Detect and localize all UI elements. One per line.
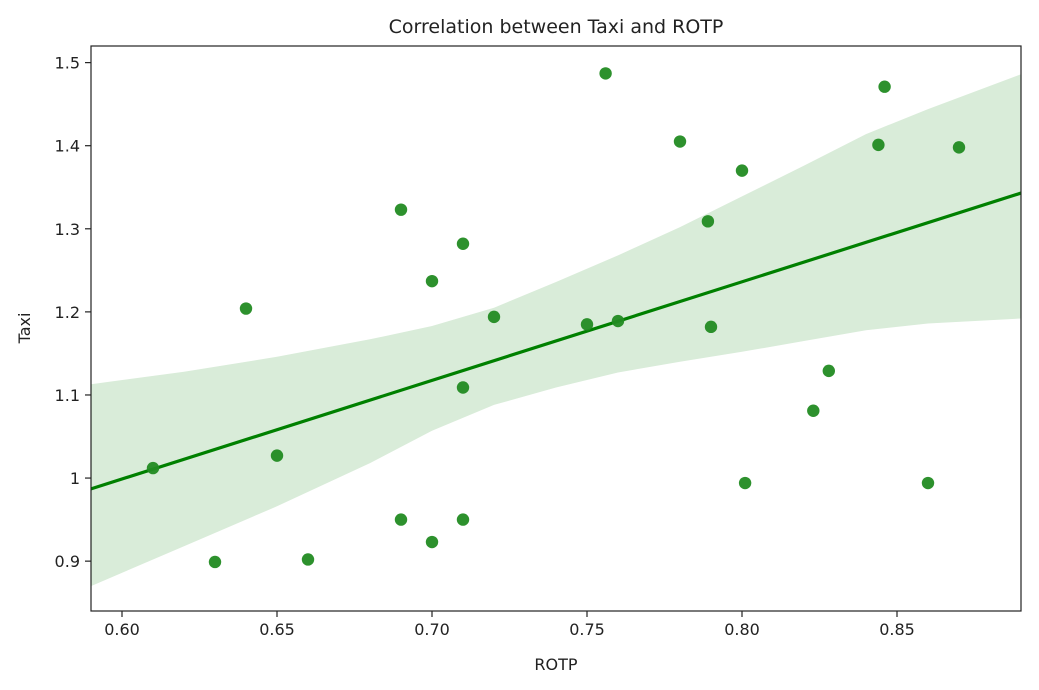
data-point-14 xyxy=(599,67,612,80)
data-point-19 xyxy=(735,164,749,177)
data-point-15 xyxy=(611,314,625,328)
x-axis-label: ROTP xyxy=(534,655,577,674)
data-point-18 xyxy=(704,320,718,334)
x-axis-ticks: 0.60 0.65 0.70 0.75 0.80 0.85 xyxy=(104,611,915,639)
data-point-17 xyxy=(701,215,715,228)
x-tick-label: 0.80 xyxy=(724,620,760,639)
y-tick-label: 1.4 xyxy=(55,137,80,156)
y-axis-ticks: 0.9 1 1.1 1.2 1.3 1.4 1.5 xyxy=(55,54,91,571)
data-point-12 xyxy=(487,310,501,324)
data-point-24 xyxy=(878,80,891,93)
data-point-10 xyxy=(456,381,470,394)
data-point-9 xyxy=(456,237,470,250)
x-tick-label: 0.65 xyxy=(259,620,295,639)
data-point-21 xyxy=(807,404,820,417)
data-point-6 xyxy=(394,513,408,526)
data-point-0 xyxy=(146,461,160,475)
x-tick-label: 0.60 xyxy=(104,620,140,639)
data-point-16 xyxy=(673,135,687,148)
confidence-band xyxy=(91,74,1021,587)
chart-title: Correlation between Taxi and ROTP xyxy=(389,16,724,38)
y-tick-label: 0.9 xyxy=(55,552,80,571)
data-point-26 xyxy=(952,141,966,154)
data-point-13 xyxy=(580,318,594,331)
data-point-2 xyxy=(239,302,253,315)
data-point-4 xyxy=(301,553,315,566)
regression-line xyxy=(90,191,1022,491)
x-tick-label: 0.75 xyxy=(569,620,605,639)
y-axis-label: Taxi xyxy=(15,313,34,345)
data-point-22 xyxy=(822,364,835,378)
confidence-band-layer xyxy=(91,74,1021,587)
y-tick-label: 1 xyxy=(70,469,80,488)
data-point-5 xyxy=(394,203,408,216)
plot-frame xyxy=(90,45,1022,612)
x-tick-label: 0.70 xyxy=(414,620,450,639)
y-tick-label: 1.1 xyxy=(55,386,80,405)
x-tick-label: 0.85 xyxy=(879,620,915,639)
y-tick-label: 1.5 xyxy=(55,54,80,73)
y-tick-label: 1.2 xyxy=(55,303,80,322)
data-point-3 xyxy=(270,449,284,462)
data-points-layer xyxy=(146,67,966,569)
data-point-25 xyxy=(921,476,935,490)
data-point-11 xyxy=(456,513,470,526)
data-point-20 xyxy=(738,476,752,490)
y-tick-label: 1.3 xyxy=(55,220,80,239)
data-point-8 xyxy=(425,535,439,549)
data-point-1 xyxy=(208,555,222,569)
data-point-7 xyxy=(425,274,439,288)
data-point-23 xyxy=(872,138,885,152)
regression-line-layer xyxy=(90,191,1022,491)
